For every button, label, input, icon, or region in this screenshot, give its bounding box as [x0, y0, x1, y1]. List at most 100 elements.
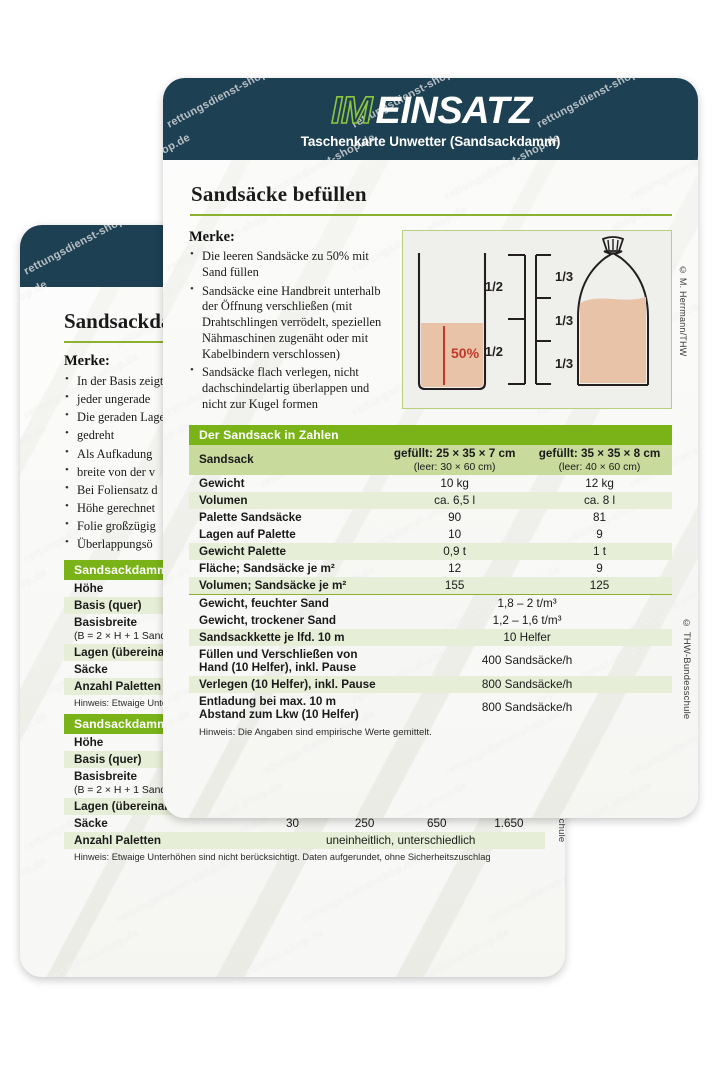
table-row: Lagen auf Palette 10 9	[189, 526, 672, 543]
row-value: gefüllt: 25 × 35 × 7 cm (leer: 30 × 60 c…	[382, 445, 527, 475]
row-label: Volumen	[199, 493, 248, 507]
brand-logo: IM EINSATZ	[329, 89, 532, 133]
row-value-span: 400 Sandsäcke/h	[481, 654, 573, 667]
row-value: 10 kg	[440, 476, 469, 490]
row-value: 12 kg	[585, 476, 614, 490]
front-table-wrap: Der Sandsack in Zahlen Sandsack gefüllt:…	[189, 424, 692, 738]
table-row: Volumen ca. 6,5 l ca. 8 l	[189, 491, 672, 509]
row-value: 0,9 t	[443, 544, 466, 558]
row-label: Fläche; Sandsäcke je m²	[199, 561, 335, 575]
svg-text:1/3: 1/3	[555, 313, 573, 328]
row-value: 1 t	[593, 544, 607, 558]
merke-list: Die leeren Sandsäcke zu 50% mit Sand fül…	[189, 248, 394, 413]
front-copyright: © THW-Bundesschule	[681, 618, 692, 720]
watermark-text: rettungsdienst-shop.de	[115, 854, 235, 926]
row-value: ca. 6,5 l	[434, 493, 476, 507]
header-subtitle: Taschenkarte Unwetter (Sandsackdamm)	[300, 133, 561, 149]
watermark-text: rettungsdienst-shop.de	[535, 779, 655, 818]
merke-item: Sandsäcke flach verlegen, nicht dachschi…	[189, 364, 394, 412]
row-value-span: 800 Sandsäcke/h	[481, 701, 573, 714]
row-label-main: Basisbreite	[74, 770, 138, 784]
table-row: Verlegen (10 Helfer), inkl. Pause 800 Sa…	[189, 675, 672, 693]
logo-einsatz-text: EINSATZ	[375, 89, 532, 132]
row-value-span: 800 Sandsäcke/h	[481, 677, 573, 691]
watermark-text: rettungsdienst-shop.de	[165, 779, 285, 818]
watermark-text: rettungsdienst-shop.de	[207, 926, 327, 977]
table-row: Anzahl Paletten uneinheitlich, unterschi…	[64, 832, 545, 850]
row-label: Lagen auf Palette	[199, 527, 296, 541]
col2-main: gefüllt: 35 × 35 × 8 cm	[538, 446, 661, 460]
row-label-main: Füllen und Verschließen von Hand (10 Hel…	[199, 647, 358, 674]
watermark-text: rettungsdienst-shop.de	[20, 279, 49, 287]
row-label: Palette Sandsäcke	[199, 510, 302, 524]
row-value: 12	[448, 561, 462, 575]
watermark-text: rettungsdienst-shop.de	[22, 225, 142, 278]
table-row: Sandsackkette je lfd. 10 m 10 Helfer	[189, 628, 672, 646]
watermark-text: rettungsdienst-shop.de	[22, 926, 142, 977]
brand-block: IM EINSATZ Taschenkarte Unwetter (Sandsa…	[163, 78, 698, 160]
merke-item: Die leeren Sandsäcke zu 50% mit Sand fül…	[189, 248, 394, 281]
row-value: gefüllt: 35 × 35 × 8 cm (leer: 40 × 60 c…	[527, 445, 672, 475]
table-row: Palette Sandsäcke 90 81	[189, 509, 672, 526]
table-row: Volumen; Sandsäcke je m² 155 125	[189, 576, 672, 594]
row-value: 9	[596, 561, 603, 575]
table-row: Fläche; Sandsäcke je m² 12 9	[189, 560, 672, 577]
row-value: ca. 8 l	[583, 493, 616, 507]
row-value-span: 1,2 – 1,6 t/m³	[492, 613, 562, 627]
card-front-body: Sandsäcke befüllen Merke: Die leeren San…	[163, 182, 698, 738]
watermark-text: rettungsdienst-shop.de	[300, 854, 420, 926]
front-table: Sandsack gefüllt: 25 × 35 × 7 cm (leer: …	[189, 444, 672, 723]
table-row: Gewicht 10 kg 12 kg	[189, 475, 672, 492]
figure-credit: © M. Herrmann/THW	[678, 265, 688, 357]
row-label: Füllen und Verschließen von Hand (10 Hel…	[189, 646, 382, 676]
merke-block: Merke: Die leeren Sandsäcke zu 50% mit S…	[189, 226, 394, 416]
svg-text:1/2: 1/2	[485, 279, 503, 294]
front-table-header: Der Sandsack in Zahlen	[189, 424, 672, 445]
table-row: Füllen und Verschließen von Hand (10 Hel…	[189, 646, 672, 676]
card-front-header: rettungsdienst-shop.de rettungsdienst-sho…	[163, 78, 698, 160]
table-row: Gewicht, trockener Sand 1,2 – 1,6 t/m³	[189, 612, 672, 629]
row-value-span: 1,8 – 2 t/m³	[382, 593, 672, 612]
col2-sub: (leer: 40 × 60 cm)	[558, 461, 641, 473]
row-label: Verlegen (10 Helfer), inkl. Pause	[199, 677, 376, 691]
row-label-main: Basisbreite	[74, 616, 138, 630]
row-label: Sandsackkette je lfd. 10 m	[199, 630, 345, 644]
content-columns: Merke: Die leeren Sandsäcke zu 50% mit S…	[163, 216, 698, 416]
sandbag-figure: 50% 1/2 1/2 1/3 1/3	[402, 230, 688, 409]
table-row: Gewicht Palette 0,9 t 1 t	[189, 542, 672, 560]
card-front[interactable]: rettungsdienst-shop.de rettungsdienst-sho…	[163, 78, 698, 818]
page-title: Sandsäcke befüllen	[191, 182, 367, 206]
table-row: Gewicht, feuchter Sand 1,8 – 2 t/m³	[189, 593, 672, 612]
row-label: Sandsack	[199, 453, 254, 466]
row-label-main: Entladung bei max. 10 m Abstand zum Lkw …	[199, 694, 359, 721]
front-table-note: Hinweis: Die Angaben sind empirische Wer…	[199, 726, 432, 738]
watermark-text: rettungsdienst-shop.de	[20, 854, 50, 926]
row-label: Gewicht, feuchter Sand	[189, 593, 383, 612]
logo-im-text: IM	[330, 89, 373, 133]
sandbag-diagram-svg: 50% 1/2 1/2 1/3 1/3	[417, 236, 649, 391]
watermark-text: rettungsdienst-shop.de	[350, 779, 470, 818]
svg-text:1/3: 1/3	[555, 356, 573, 371]
merke-heading: Merke:	[189, 229, 235, 245]
table-row: Sandsack gefüllt: 25 × 35 × 7 cm (leer: …	[189, 444, 672, 475]
row-value: 90	[448, 510, 462, 524]
row-value-span: uneinheitlich, unterschiedlich	[325, 834, 476, 848]
watermark-text: rettungsdienst-shop.de	[392, 926, 512, 977]
svg-text:1/2: 1/2	[485, 344, 503, 359]
row-value: 10	[448, 527, 462, 541]
row-label: Anzahl Paletten	[74, 834, 162, 848]
row-value: 81	[593, 510, 607, 524]
row-label: Entladung bei max. 10 m Abstand zum Lkw …	[189, 693, 382, 723]
figure-fill-label: 50%	[451, 345, 480, 361]
col1-sub: (leer: 30 × 60 cm)	[413, 461, 496, 473]
row-value: 125	[589, 578, 610, 592]
row-label: Gewicht Palette	[199, 544, 287, 558]
merke-item: Sandsäcke eine Handbreit unterhalb der Ö…	[189, 283, 394, 363]
table-row: Entladung bei max. 10 m Abstand zum Lkw …	[189, 693, 672, 723]
back-table-2-note: Hinweis: Etwaige Unterhöhen sind nicht b…	[74, 852, 491, 863]
row-label: Volumen; Sandsäcke je m²	[199, 578, 347, 592]
watermark-text: rettungsdienst-shop.de	[485, 854, 565, 926]
row-label: Gewicht, trockener Sand	[199, 613, 337, 627]
row-value-span: 10 Helfer	[503, 630, 551, 644]
